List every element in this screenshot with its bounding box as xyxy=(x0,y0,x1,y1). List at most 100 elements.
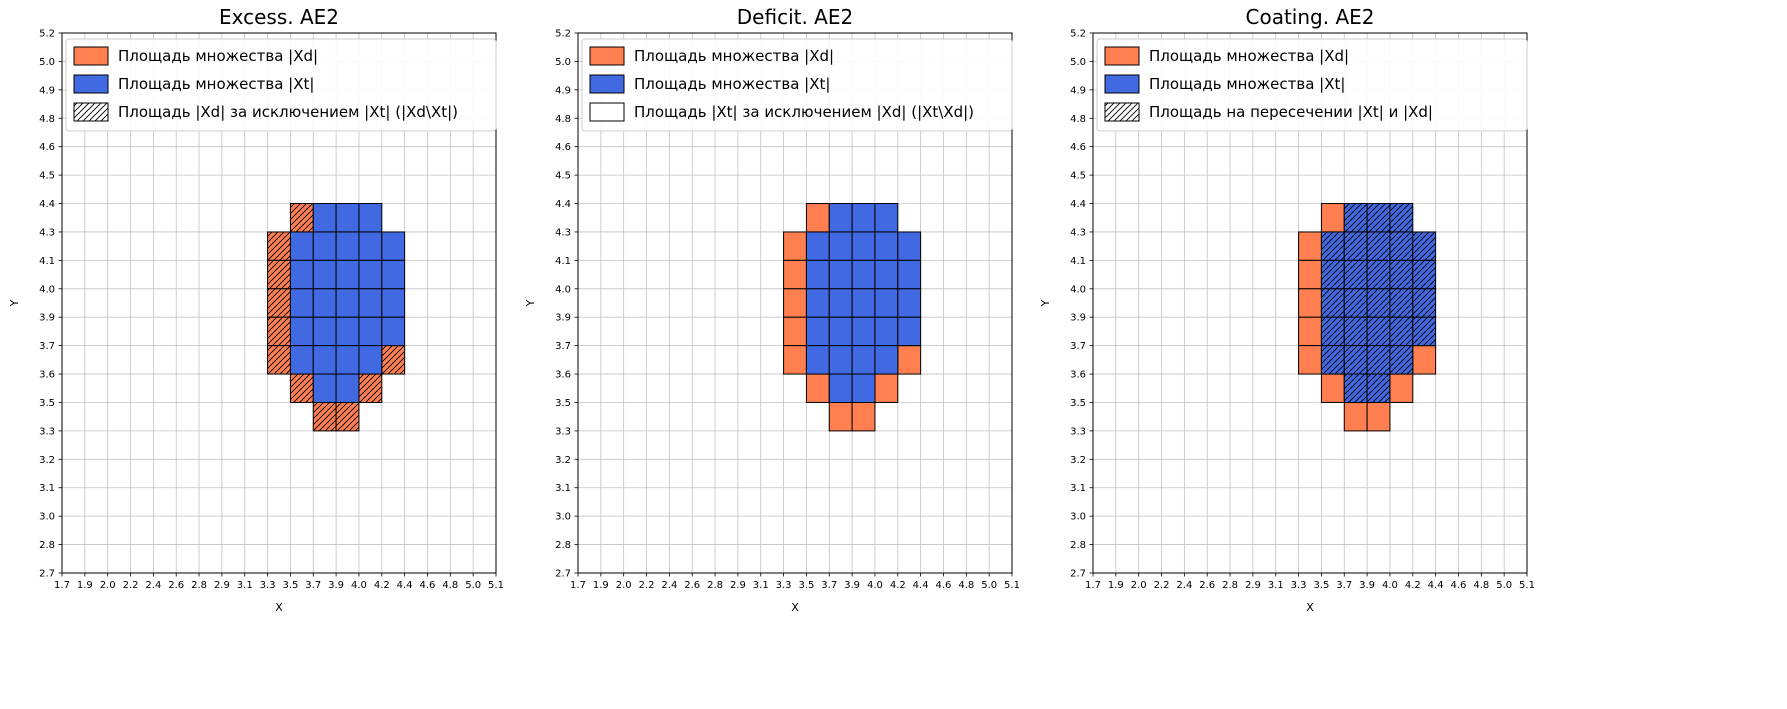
y-tick-label: 3.5 xyxy=(39,398,55,409)
xd-cell xyxy=(851,401,876,432)
xd-cell xyxy=(1320,203,1345,233)
y-tick-label: 4.1 xyxy=(39,256,55,267)
y-tick-labels: 2.7 2.8 3.0 3.1 3.2 3.3 3.5 3.6 3.7 3.9 4.0 4.1 4.3 4… xyxy=(555,29,571,580)
plot-title: Deficit. AE2 xyxy=(737,5,853,29)
y-tick-label: 4.8 xyxy=(39,114,55,125)
xt-cell xyxy=(381,231,406,261)
xt-cell xyxy=(335,288,360,318)
xt-cell xyxy=(335,345,360,375)
xt-cell xyxy=(335,316,360,347)
x-tick-labels: 1.7 1.9 2.0 2.2 2.4 2.6 2.8 2.9 3.1 3.3 3.5 3.7 3.9 4… xyxy=(570,580,1020,591)
legend-swatch-hatch-lines xyxy=(74,103,108,121)
legend-box xyxy=(581,38,1013,132)
y-tick-label: 4.8 xyxy=(555,114,571,125)
x-tick-label: 5.1 xyxy=(1004,580,1020,591)
xd-cell xyxy=(783,316,807,347)
x-tick-label: 2.9 xyxy=(1245,580,1261,591)
y-tick-label: 4.6 xyxy=(39,142,55,153)
y-tick-label: 3.3 xyxy=(39,426,55,437)
xt-cell xyxy=(335,231,360,261)
y-tick-label: 3.7 xyxy=(1070,341,1086,352)
y-tick-label: 4.5 xyxy=(1070,171,1086,182)
x-tick-label: 1.9 xyxy=(77,580,93,591)
xt-cell xyxy=(805,259,830,290)
xd-cell xyxy=(1389,373,1414,403)
legend-swatch-xt xyxy=(589,74,625,94)
xt-cell xyxy=(851,373,876,403)
x-tick-label: 4.6 xyxy=(936,580,952,591)
y-tick-label: 3.7 xyxy=(555,341,571,352)
legend-entry: Площадь множества |Xd| xyxy=(73,46,318,66)
x-tick-label: 3.1 xyxy=(753,580,769,591)
y-tick-label: 5.2 xyxy=(555,29,571,40)
legend: Площадь множества |Xd| Площадь множества … xyxy=(65,38,497,132)
x-axis-label: X xyxy=(1306,601,1314,614)
legend-label: Площадь на пересечении |Xt| и |Xd| xyxy=(1149,103,1433,121)
xt-cell xyxy=(312,203,337,233)
y-tick-label: 3.9 xyxy=(39,313,55,324)
hatched-cell xyxy=(1367,317,1390,346)
xt-cell xyxy=(335,203,360,233)
legend-box xyxy=(1096,38,1528,132)
xt-cell xyxy=(358,316,383,347)
xt-cell xyxy=(851,288,876,318)
xt-cell xyxy=(851,316,876,347)
y-tick-label: 4.0 xyxy=(555,284,571,295)
xt-cells xyxy=(805,203,922,403)
x-tick-label: 5.0 xyxy=(981,580,997,591)
hatched-cell xyxy=(1412,231,1436,261)
y-tick-label: 3.3 xyxy=(555,426,571,437)
xt-cell xyxy=(828,345,853,375)
y-tick-label: 4.9 xyxy=(39,85,55,96)
tick-marks xyxy=(574,32,1013,577)
y-tick-label: 4.6 xyxy=(1070,142,1086,153)
xt-cell xyxy=(805,231,830,261)
x-tick-label: 5.1 xyxy=(488,580,504,591)
legend-swatch-xt xyxy=(73,74,109,94)
xt-cell xyxy=(897,259,922,290)
xt-cell xyxy=(874,316,899,347)
legend-label: Площадь |Xd| за исключением |Xt| (|Xd\Xt… xyxy=(118,103,458,121)
subplot-coating: Coating. AE2 1.7 1.9 2.0 2.2 2.4 2.6 2.8 2.9 3.1 3… xyxy=(1039,5,1535,614)
plot-title: Excess. AE2 xyxy=(219,5,339,29)
x-tick-label: 2.0 xyxy=(1131,580,1147,591)
xt-cell xyxy=(851,203,876,233)
xt-cell xyxy=(289,231,314,261)
xt-cell xyxy=(851,345,876,375)
xd-cell xyxy=(897,345,922,375)
xt-cell xyxy=(312,259,337,290)
hatched-cell xyxy=(1367,231,1390,261)
x-axis-label: X xyxy=(275,601,283,614)
x-tick-label: 2.4 xyxy=(661,580,677,591)
subplot-deficit: Deficit. AE2 1.7 1.9 2.0 2.2 2.4 2.6 2.8 2.9 3.1 3… xyxy=(524,5,1020,614)
y-tick-label: 4.1 xyxy=(1070,256,1086,267)
xd-cells xyxy=(1298,203,1437,432)
hatched-cell xyxy=(1389,231,1413,261)
x-tick-label: 2.9 xyxy=(730,580,746,591)
x-tick-label: 1.7 xyxy=(570,580,586,591)
hatched-cell xyxy=(1367,260,1390,289)
x-tick-label: 2.8 xyxy=(1222,580,1238,591)
y-tick-label: 4.3 xyxy=(39,227,55,238)
y-tick-label: 3.6 xyxy=(555,370,571,381)
legend-label: Площадь множества |Xt| xyxy=(634,75,830,93)
xt-cell xyxy=(897,316,922,347)
xd-cell xyxy=(783,345,807,375)
hatched-cell xyxy=(267,345,291,375)
legend-swatch-hatch-lines xyxy=(1105,103,1139,121)
xt-cell xyxy=(874,288,899,318)
y-tick-label: 2.8 xyxy=(555,540,571,551)
x-tick-label: 3.9 xyxy=(328,580,344,591)
xt-cell xyxy=(897,231,922,261)
plot-spine xyxy=(61,32,497,574)
hatched-cell xyxy=(1321,260,1345,289)
y-tick-label: 4.8 xyxy=(1070,114,1086,125)
hatched-cell xyxy=(1412,288,1436,318)
x-tick-label: 4.8 xyxy=(1473,580,1489,591)
hatched-cell xyxy=(1321,345,1345,375)
x-tick-label: 4.2 xyxy=(1405,580,1421,591)
x-tick-label: 5.1 xyxy=(1519,580,1535,591)
xt-cell xyxy=(312,316,337,347)
xt-cell xyxy=(805,316,830,347)
